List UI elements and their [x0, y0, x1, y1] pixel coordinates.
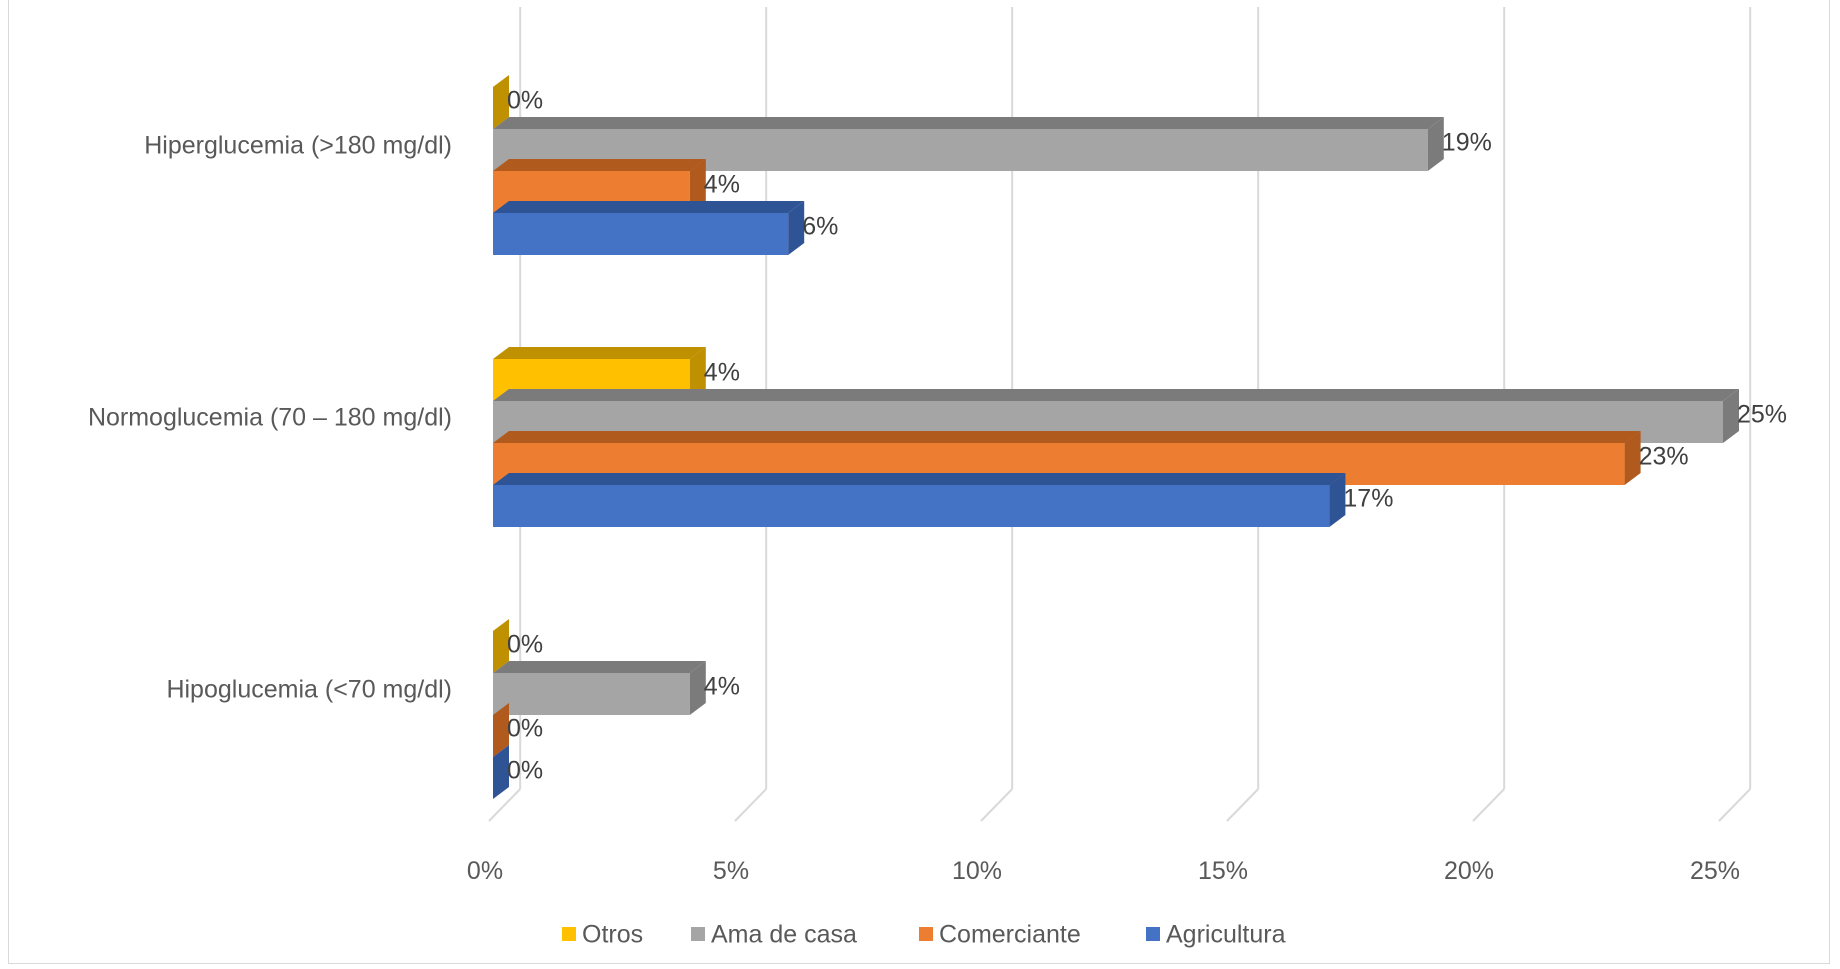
legend-item: Ama de casa	[691, 921, 857, 949]
data-label: 0%	[507, 757, 543, 785]
x-tick-label: 25%	[1690, 857, 1740, 885]
bar-side-face	[493, 619, 509, 673]
legend-item: Otros	[562, 921, 643, 949]
gridline-floor-1	[734, 788, 767, 822]
data-label: 0%	[507, 631, 543, 659]
legend-label: Agricultura	[1166, 921, 1286, 949]
bar-top-face	[493, 117, 1444, 129]
legend: Otros Ama de casa Comerciante Agricultura	[562, 921, 1286, 949]
chart-frame: 0% 19% 4% 6% 4% 25% 23% 17% 0% 4% 0% 0% Hiperglucem…	[8, 0, 1830, 964]
bar-top-face	[493, 473, 1346, 485]
bar	[493, 473, 1346, 527]
legend-swatch	[919, 927, 933, 941]
gridline-floor-2	[980, 788, 1013, 822]
bar-side-face	[689, 159, 706, 213]
bar-side-face	[788, 201, 805, 255]
data-label: 4%	[704, 171, 740, 199]
category-label: Hipoglucemia (<70 mg/dl)	[166, 676, 452, 704]
x-tick-label: 10%	[952, 857, 1002, 885]
data-label: 17%	[1343, 485, 1393, 513]
legend-swatch	[691, 927, 705, 941]
bar-side-face	[1329, 473, 1346, 527]
bar-top-face	[493, 347, 706, 359]
category-labels: Hiperglucemia (>180 mg/dl) Normoglucemia …	[88, 132, 452, 704]
data-label: 25%	[1737, 401, 1787, 429]
legend-swatch	[562, 927, 576, 941]
bar	[493, 745, 509, 799]
data-label: 4%	[704, 359, 740, 387]
x-axis-ticks: 0% 5% 10% 15% 20% 25%	[467, 857, 1740, 885]
data-label: 23%	[1639, 443, 1689, 471]
bar-front-face	[493, 213, 789, 255]
bar-side-face	[1624, 431, 1641, 485]
bar-side-face	[689, 347, 706, 401]
legend-item: Comerciante	[919, 921, 1081, 949]
gridline-floor-5	[1718, 788, 1751, 822]
bar	[493, 661, 706, 715]
gridline-floor-0	[488, 788, 521, 822]
data-label: 0%	[507, 715, 543, 743]
x-tick-label: 15%	[1198, 857, 1248, 885]
bar-top-face	[493, 431, 1641, 443]
legend-label: Otros	[582, 921, 643, 949]
x-tick-label: 5%	[713, 857, 749, 885]
data-label: 19%	[1442, 129, 1492, 157]
data-label: 4%	[704, 673, 740, 701]
bar	[493, 619, 509, 673]
bar-side-face	[689, 661, 706, 715]
bar-front-face	[493, 673, 690, 715]
chart-plot: 0% 19% 4% 6% 4% 25% 23% 17% 0% 4% 0% 0% Hiperglucem…	[88, 7, 1787, 949]
data-labels: 0% 19% 4% 6% 4% 25% 23% 17% 0% 4% 0% 0%	[507, 87, 1787, 785]
bar-side-face	[1427, 117, 1444, 171]
bar-top-face	[493, 201, 805, 213]
category-label: Hiperglucemia (>180 mg/dl)	[144, 132, 452, 160]
legend-item: Agricultura	[1146, 921, 1286, 949]
bar	[493, 201, 805, 255]
bar-side-face	[493, 703, 509, 757]
bar-top-face	[493, 159, 706, 171]
bar-side-face	[493, 75, 509, 129]
category-label: Normoglucemia (70 – 180 mg/dl)	[88, 404, 452, 432]
legend-swatch	[1146, 927, 1160, 941]
legend-label: Comerciante	[939, 921, 1081, 949]
legend-label: Ama de casa	[711, 921, 857, 949]
bars	[493, 75, 1739, 799]
bar	[493, 75, 509, 129]
bar-top-face	[493, 389, 1739, 401]
gridline-floor-3	[1226, 788, 1259, 822]
gridline-floor-4	[1472, 788, 1505, 822]
bar-top-face	[493, 661, 706, 673]
bar-front-face	[493, 485, 1330, 527]
bar-side-face	[493, 745, 509, 799]
bar	[493, 703, 509, 757]
x-tick-label: 0%	[467, 857, 503, 885]
bar-side-face	[1723, 389, 1739, 443]
x-tick-label: 20%	[1444, 857, 1494, 885]
data-label: 6%	[802, 213, 838, 241]
data-label: 0%	[507, 87, 543, 115]
